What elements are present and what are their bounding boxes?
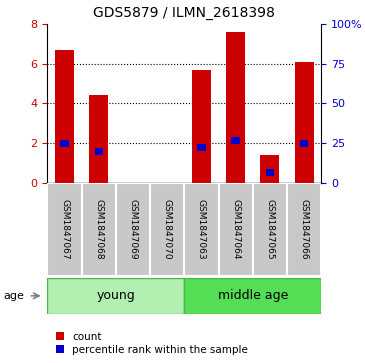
- Bar: [287, 183, 321, 276]
- Legend: count, percentile rank within the sample: count, percentile rank within the sample: [53, 329, 251, 358]
- Bar: [295, 61, 314, 183]
- Text: GSM1847070: GSM1847070: [163, 199, 172, 260]
- Bar: [47, 183, 82, 276]
- Bar: [47, 278, 184, 314]
- Text: young: young: [96, 289, 135, 302]
- Bar: [82, 183, 116, 276]
- Text: GSM1847064: GSM1847064: [231, 199, 240, 260]
- Bar: [184, 183, 219, 276]
- Text: GSM1847068: GSM1847068: [94, 199, 103, 260]
- Bar: [266, 169, 274, 176]
- Bar: [95, 148, 103, 155]
- Text: age: age: [4, 291, 24, 301]
- Bar: [55, 49, 74, 183]
- Bar: [89, 95, 108, 183]
- Bar: [226, 32, 245, 183]
- Bar: [197, 144, 205, 151]
- Bar: [184, 278, 321, 314]
- Text: GSM1847067: GSM1847067: [60, 199, 69, 260]
- Text: GSM1847066: GSM1847066: [300, 199, 308, 260]
- Text: GSM1847063: GSM1847063: [197, 199, 206, 260]
- Bar: [192, 70, 211, 183]
- Bar: [60, 140, 69, 147]
- Bar: [150, 183, 184, 276]
- Bar: [231, 137, 240, 144]
- Bar: [253, 183, 287, 276]
- Bar: [219, 183, 253, 276]
- Title: GDS5879 / ILMN_2618398: GDS5879 / ILMN_2618398: [93, 6, 275, 20]
- Bar: [116, 183, 150, 276]
- Bar: [300, 140, 308, 147]
- Text: GSM1847069: GSM1847069: [128, 199, 138, 260]
- Text: middle age: middle age: [218, 289, 288, 302]
- Bar: [261, 155, 279, 183]
- Text: GSM1847065: GSM1847065: [265, 199, 274, 260]
